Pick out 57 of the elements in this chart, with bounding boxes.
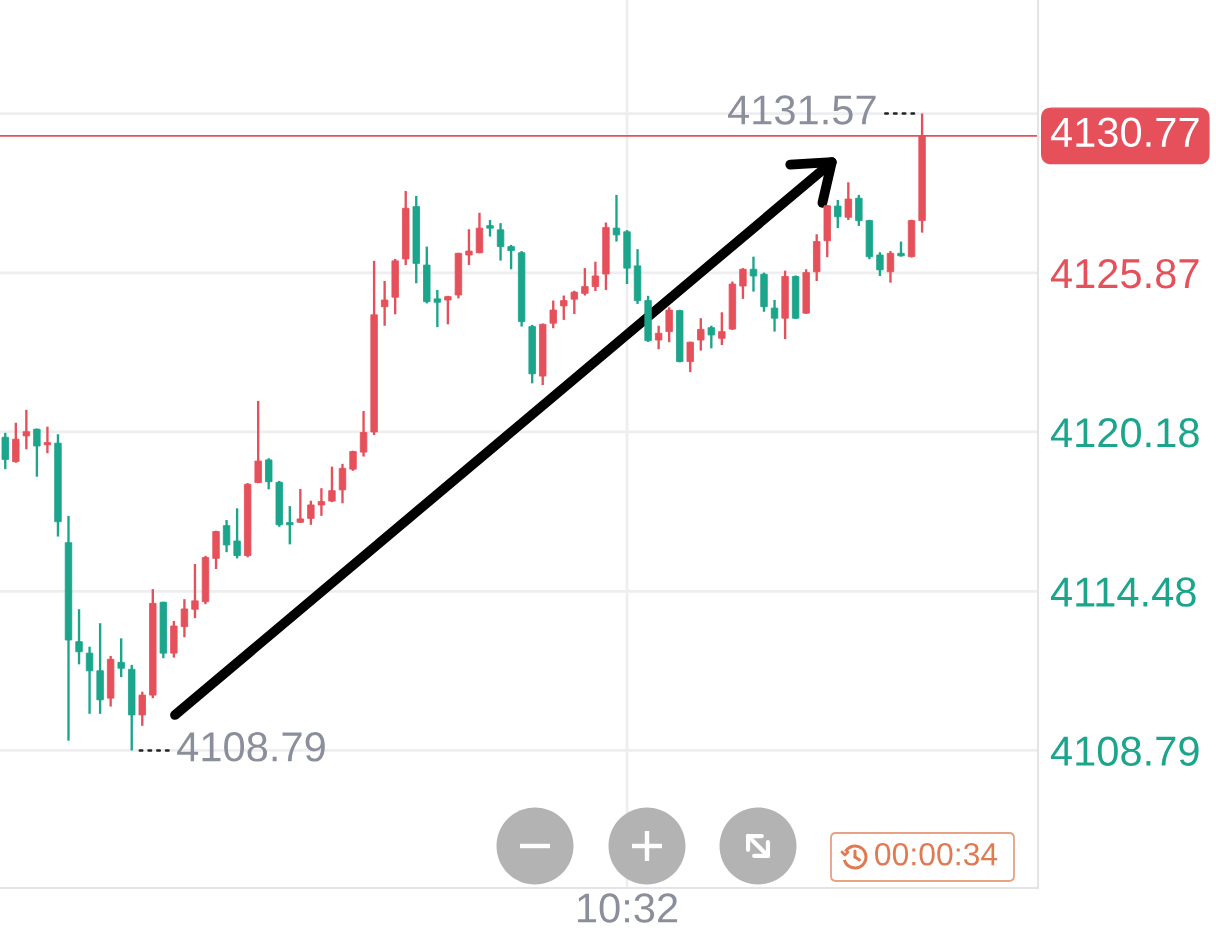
candlestick	[444, 294, 452, 326]
x-tick-label: 10:32	[578, 893, 678, 923]
annotation: 00:00:34	[875, 842, 998, 866]
ref-line-label: 4130.77	[1050, 117, 1199, 148]
candlestick	[844, 181, 852, 222]
candlestick	[834, 198, 842, 230]
candlestick	[317, 487, 326, 518]
annotation: 4108.79	[177, 732, 325, 762]
candlestick	[286, 504, 294, 546]
y-tick-label: 4114.48	[1050, 577, 1196, 607]
candlestick	[1, 431, 9, 471]
candlestick	[465, 228, 473, 267]
candlestick	[718, 311, 726, 347]
candlestick	[749, 255, 758, 293]
candlestick	[43, 425, 52, 455]
candlestick	[191, 562, 199, 620]
candlestick	[496, 221, 505, 262]
candlestick	[380, 279, 389, 327]
candlestick	[886, 249, 895, 284]
candlestick	[665, 306, 673, 344]
candlestick	[433, 288, 442, 329]
candlestick	[770, 298, 779, 333]
candlestick	[117, 637, 125, 679]
candlestick	[338, 462, 347, 505]
candlestick	[22, 408, 31, 451]
candlestick	[265, 457, 273, 491]
candlestick	[233, 507, 241, 560]
candlestick	[855, 193, 863, 228]
candlestick	[507, 243, 515, 271]
y-tick-label: 4120.18	[1050, 417, 1199, 448]
candlestick	[307, 499, 315, 526]
candlestick	[296, 487, 305, 525]
candlestick	[686, 340, 694, 374]
candlestick	[222, 518, 231, 554]
candlestick	[180, 598, 189, 639]
candlestick	[75, 608, 83, 666]
candlestick	[33, 427, 41, 478]
candlestick	[654, 324, 663, 351]
candlestick	[549, 299, 557, 330]
candlestick	[359, 409, 368, 458]
candlestick	[85, 645, 94, 715]
candlestick	[697, 317, 705, 352]
candlestick	[591, 260, 600, 293]
candlestick	[876, 251, 884, 278]
candlestick	[612, 193, 621, 243]
candlestick	[707, 324, 716, 350]
candlestick	[739, 266, 747, 301]
candlestick	[560, 294, 568, 322]
candlestick	[254, 399, 262, 485]
candlestick	[12, 421, 20, 464]
y-tick-label: 4125.87	[1050, 258, 1199, 289]
annotation: 4131.57	[727, 95, 876, 125]
candlestick	[581, 266, 589, 297]
candlestick	[570, 289, 579, 316]
candlestick	[138, 690, 146, 728]
y-tick-label: 4108.79	[1050, 736, 1199, 766]
candlestick	[328, 465, 336, 504]
